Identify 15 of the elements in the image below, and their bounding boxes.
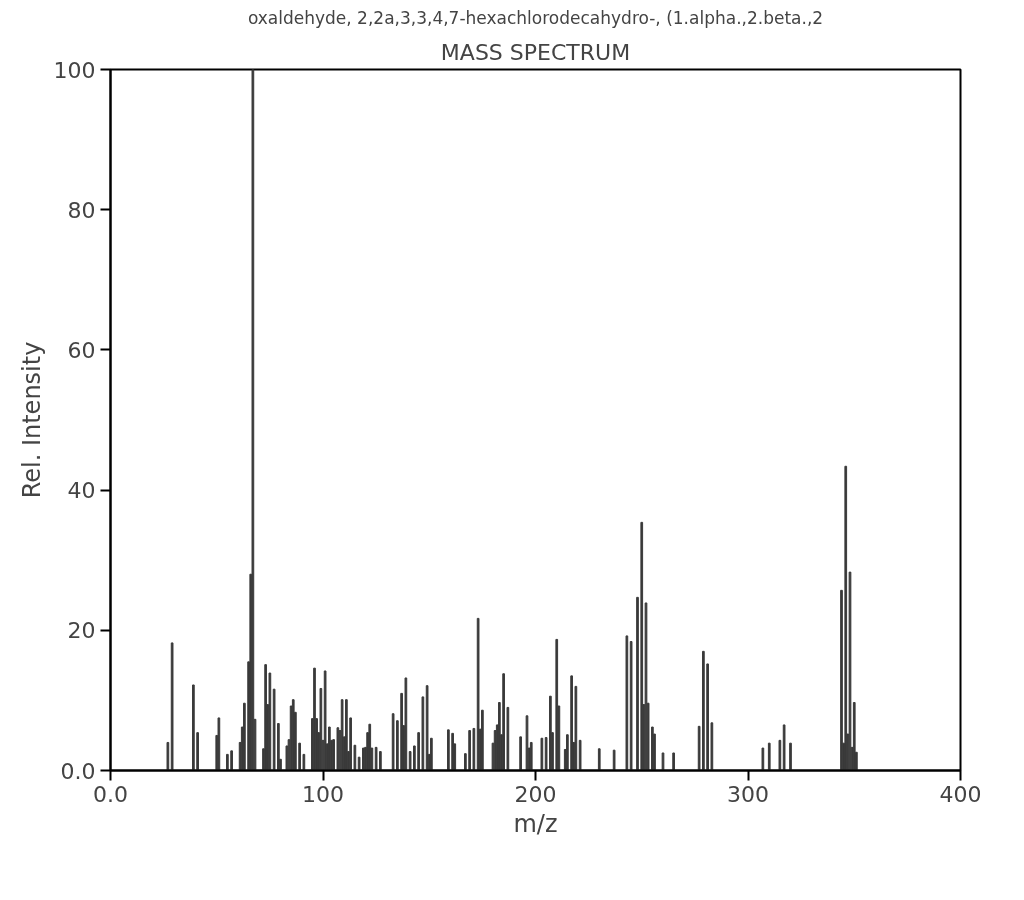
chart-subtitle: MASS SPECTRUM	[440, 39, 631, 65]
y-tick-label: 40	[67, 478, 96, 504]
y-axis-title: Rel. Intensity	[17, 341, 46, 499]
y-tick-label: 60	[67, 337, 96, 363]
y-tick-label: 0.0	[60, 758, 96, 784]
x-tick-label: 0.0	[93, 781, 129, 807]
x-tick-label: 200	[514, 781, 557, 807]
y-tick-label: 20	[67, 618, 96, 644]
x-tick-label: 100	[302, 781, 344, 807]
x-axis-title: m/z	[513, 809, 558, 838]
y-tick-label: 100	[53, 57, 96, 83]
chart-title: oxaldehyde, 2,2a,3,3,4,7-hexachlorodecahydro-, (1.alpha.,2.beta.,2	[247, 7, 824, 28]
x-tick-label: 300	[727, 781, 769, 807]
y-tick-label: 80	[67, 197, 96, 223]
x-tick-label: 400	[939, 781, 982, 807]
